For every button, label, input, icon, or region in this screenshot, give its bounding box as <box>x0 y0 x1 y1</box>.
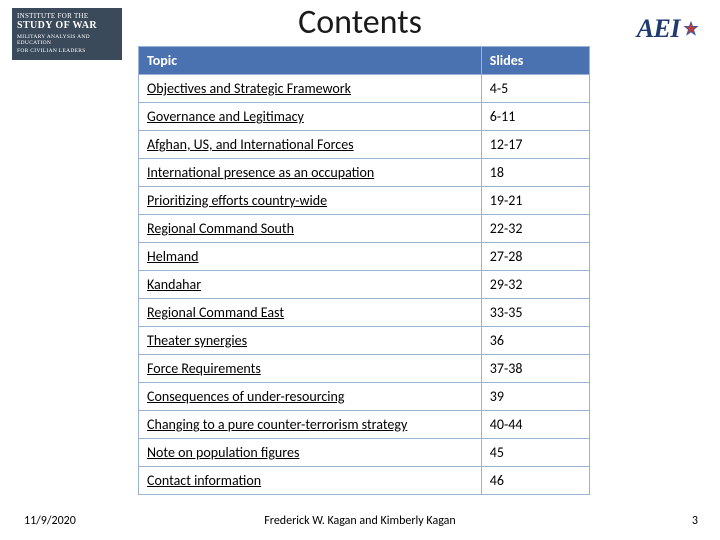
footer-page: 3 <box>692 514 698 528</box>
table-row[interactable]: Contact information46 <box>139 467 590 495</box>
table-row[interactable]: Changing to a pure counter-terrorism str… <box>139 411 590 439</box>
page-title: Contents <box>0 2 720 43</box>
topic-cell[interactable]: Contact information <box>139 467 482 495</box>
topic-cell[interactable]: Prioritizing efforts country-wide <box>139 187 482 215</box>
contents-table: Topic Slides Objectives and Strategic Fr… <box>138 46 590 495</box>
topic-cell[interactable]: Changing to a pure counter-terrorism str… <box>139 411 482 439</box>
table-row[interactable]: Governance and Legitimacy6-11 <box>139 103 590 131</box>
topic-cell[interactable]: Kandahar <box>139 271 482 299</box>
slides-cell: 19-21 <box>481 187 589 215</box>
col-header-slides: Slides <box>481 47 589 75</box>
topic-cell[interactable]: Note on population figures <box>139 439 482 467</box>
topic-cell[interactable]: Regional Command East <box>139 299 482 327</box>
topic-cell[interactable]: International presence as an occupation <box>139 159 482 187</box>
topic-cell[interactable]: Force Requirements <box>139 355 482 383</box>
table-row[interactable]: Note on population figures45 <box>139 439 590 467</box>
col-header-topic: Topic <box>139 47 482 75</box>
slides-cell: 40-44 <box>481 411 589 439</box>
slides-cell: 45 <box>481 439 589 467</box>
table-header-row: Topic Slides <box>139 47 590 75</box>
table-row[interactable]: Regional Command East33-35 <box>139 299 590 327</box>
slides-cell: 27-28 <box>481 243 589 271</box>
topic-cell[interactable]: Governance and Legitimacy <box>139 103 482 131</box>
table-row[interactable]: Regional Command South22-32 <box>139 215 590 243</box>
topic-cell[interactable]: Afghan, US, and International Forces <box>139 131 482 159</box>
slides-cell: 12-17 <box>481 131 589 159</box>
table-row[interactable]: Kandahar29-32 <box>139 271 590 299</box>
table-row[interactable]: International presence as an occupation1… <box>139 159 590 187</box>
slides-cell: 33-35 <box>481 299 589 327</box>
table-row[interactable]: Force Requirements37-38 <box>139 355 590 383</box>
slides-cell: 6-11 <box>481 103 589 131</box>
table-row[interactable]: Theater synergies36 <box>139 327 590 355</box>
slides-cell: 4-5 <box>481 75 589 103</box>
footer-authors: Frederick W. Kagan and Kimberly Kagan <box>0 514 720 528</box>
slides-cell: 37-38 <box>481 355 589 383</box>
topic-cell[interactable]: Helmand <box>139 243 482 271</box>
table-row[interactable]: Prioritizing efforts country-wide19-21 <box>139 187 590 215</box>
topic-cell[interactable]: Consequences of under-resourcing <box>139 383 482 411</box>
slides-cell: 46 <box>481 467 589 495</box>
table-row[interactable]: Objectives and Strategic Framework4-5 <box>139 75 590 103</box>
isw-logo-line4: FOR CIVILIAN LEADERS <box>17 48 117 54</box>
topic-cell[interactable]: Regional Command South <box>139 215 482 243</box>
topic-cell[interactable]: Objectives and Strategic Framework <box>139 75 482 103</box>
slides-cell: 22-32 <box>481 215 589 243</box>
table-row[interactable]: Helmand27-28 <box>139 243 590 271</box>
slides-cell: 18 <box>481 159 589 187</box>
slides-cell: 39 <box>481 383 589 411</box>
slides-cell: 36 <box>481 327 589 355</box>
topic-cell[interactable]: Theater synergies <box>139 327 482 355</box>
table-row[interactable]: Afghan, US, and International Forces12-1… <box>139 131 590 159</box>
slides-cell: 29-32 <box>481 271 589 299</box>
table-row[interactable]: Consequences of under-resourcing39 <box>139 383 590 411</box>
